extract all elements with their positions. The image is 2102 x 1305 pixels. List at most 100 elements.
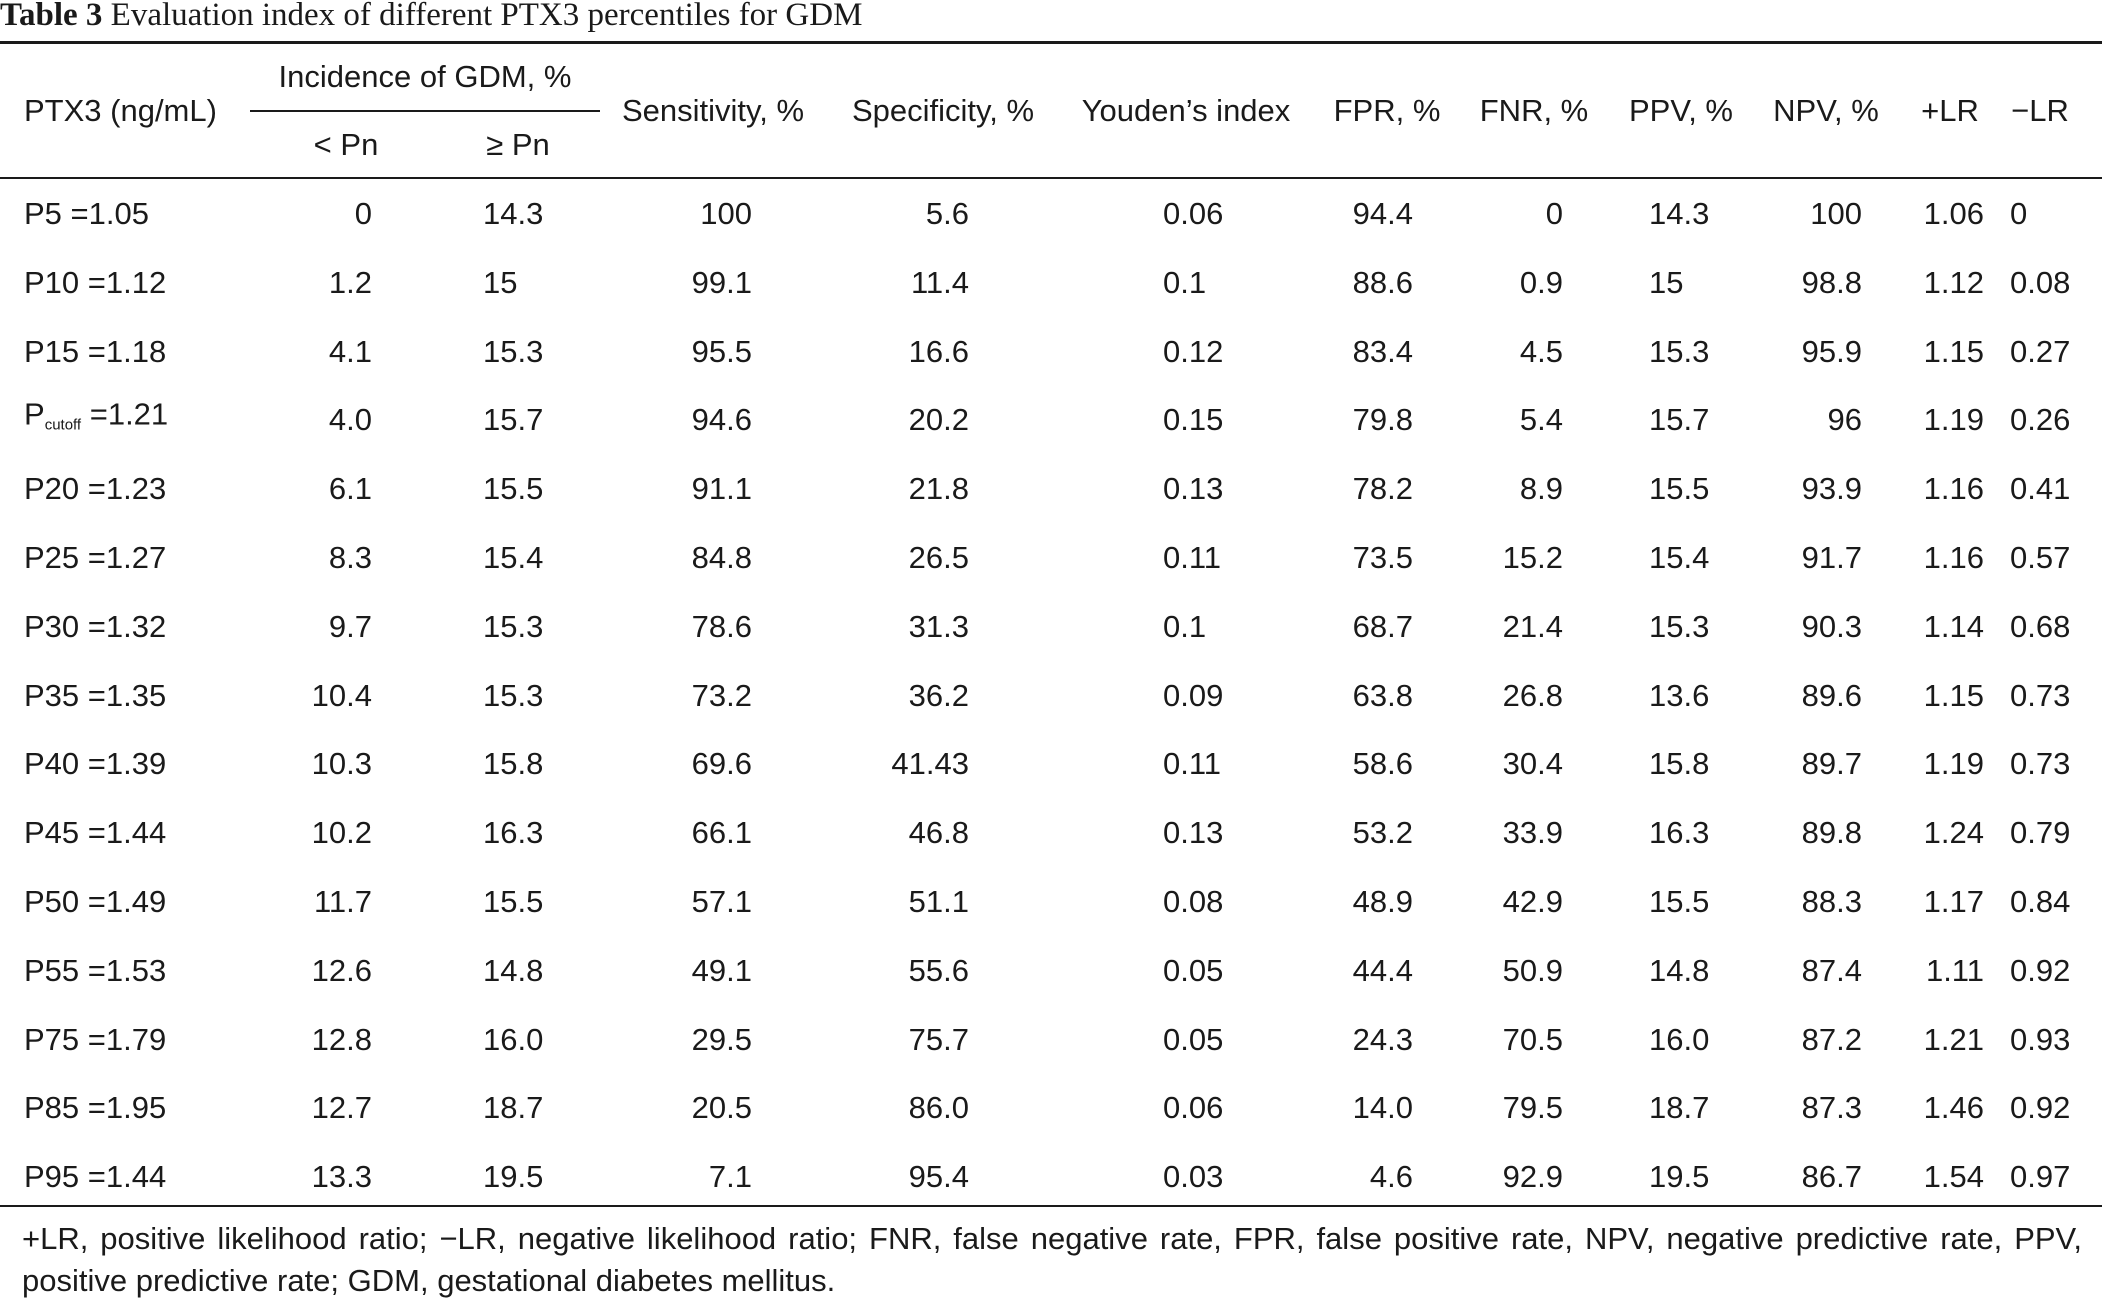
header-lt-pn: < Pn	[313, 127, 379, 162]
percentile-label: P5	[24, 196, 62, 231]
header-ge-pn: ≥ Pn	[486, 127, 550, 162]
cell-nlr: 0.93	[2010, 1021, 2071, 1057]
cell-percentile: P35 =1.35	[24, 678, 166, 714]
table-title: Evaluation index of different PTX3 perce…	[110, 0, 863, 33]
cell-incidence-lt-pn: 4.0	[328, 402, 372, 438]
header-nlr: −LR	[2011, 93, 2069, 128]
cell-incidence-ge-pn: 15.3	[483, 333, 544, 369]
cell-fnr: 0.9	[1519, 264, 1563, 300]
cell-sensitivity: 78.6	[691, 608, 752, 644]
cell-plr: 1.19	[1923, 402, 1984, 438]
cell-incidence-ge-pn: 18.7	[483, 1090, 544, 1126]
cell-youden-index: 0.06	[1163, 196, 1224, 231]
cell-nlr: 0.97	[2010, 1159, 2071, 1195]
cell-percentile: P40 =1.39	[24, 746, 166, 782]
percentile-value: =1.44	[79, 815, 167, 851]
cell-ppv: 15.5	[1649, 471, 1710, 507]
cell-percentile: Pcutoff =1.21	[24, 397, 168, 444]
percentile-value: =1.05	[61, 196, 149, 231]
percentile-value: =1.21	[81, 396, 169, 432]
percentile-value: =1.49	[79, 884, 167, 919]
percentile-value: =1.27	[79, 540, 167, 575]
cell-ppv: 14.8	[1649, 952, 1710, 988]
cell-incidence-ge-pn: 15.7	[483, 402, 544, 438]
cell-fpr: 78.2	[1352, 471, 1413, 507]
cell-incidence-lt-pn: 10.4	[311, 677, 372, 713]
cell-fpr: 4.6	[1369, 1159, 1413, 1195]
cell-incidence-lt-pn: 11.7	[313, 884, 372, 919]
header-sensitivity: Sensitivity, %	[621, 93, 805, 128]
header-incidence: Incidence of GDM, %	[278, 59, 572, 94]
cell-nlr: 0.73	[2010, 677, 2071, 713]
cell-nlr: 0.08	[2010, 264, 2071, 300]
percentile-label: P50	[24, 884, 80, 919]
cell-sensitivity: 84.8	[691, 540, 752, 575]
cell-ppv: 16.0	[1649, 1021, 1710, 1057]
cell-sensitivity: 91.1	[691, 471, 752, 507]
percentile-label: P20	[24, 471, 80, 507]
cell-plr: 1.15	[1923, 677, 1984, 713]
cell-specificity: 75.7	[908, 1021, 969, 1057]
cell-specificity: 95.4	[908, 1159, 969, 1195]
cell-specificity: 20.2	[908, 402, 969, 438]
cell-plr: 1.14	[1923, 608, 1984, 644]
cell-npv: 98.8	[1801, 264, 1862, 300]
percentile-label: P35	[24, 677, 80, 713]
cell-incidence-ge-pn: 15.8	[483, 746, 544, 782]
cell-fpr: 94.4	[1352, 196, 1413, 231]
cell-youden-index: 0.13	[1163, 815, 1224, 851]
cell-ppv: 15.5	[1649, 884, 1710, 919]
cell-nlr: 0.57	[2010, 540, 2071, 575]
header-ppv: PPV, %	[1629, 93, 1733, 128]
cell-plr: 1.24	[1923, 815, 1984, 851]
cell-fpr: 24.3	[1352, 1021, 1413, 1057]
cell-incidence-ge-pn: 15.3	[483, 608, 544, 644]
cell-sensitivity: 20.5	[691, 1090, 752, 1126]
cell-incidence-ge-pn: 16.3	[483, 815, 544, 851]
percentile-label: P25	[24, 540, 80, 575]
cell-nlr: 0.92	[2010, 952, 2071, 988]
cell-youden-index: 0.12	[1163, 333, 1224, 369]
percentile-label: P85	[24, 1090, 80, 1126]
cell-youden-index: 0.09	[1163, 677, 1224, 713]
cell-specificity: 16.6	[908, 333, 969, 369]
cell-incidence-lt-pn: 4.1	[328, 333, 372, 369]
cell-ppv: 19.5	[1649, 1159, 1710, 1195]
percentile-value: =1.53	[79, 952, 167, 988]
cell-fnr: 26.8	[1502, 677, 1563, 713]
cell-npv: 93.9	[1801, 471, 1862, 507]
cell-nlr: 0	[2010, 196, 2028, 231]
cell-incidence-ge-pn: 15.3	[483, 677, 544, 713]
cell-specificity: 55.6	[908, 952, 969, 988]
cell-plr: 1.19	[1923, 746, 1984, 782]
cell-sensitivity: 100	[700, 196, 752, 231]
cell-specificity: 11.4	[910, 264, 969, 300]
cell-fpr: 44.4	[1352, 952, 1413, 988]
cell-fnr: 4.5	[1519, 333, 1563, 369]
cell-npv: 89.8	[1801, 815, 1862, 851]
cell-incidence-lt-pn: 9.7	[328, 608, 372, 644]
cell-youden-index: 0.05	[1163, 952, 1224, 988]
cell-fnr: 15.2	[1502, 540, 1563, 575]
cell-fnr: 42.9	[1502, 884, 1563, 919]
cell-incidence-ge-pn: 15	[483, 264, 518, 300]
cell-fpr: 53.2	[1352, 815, 1413, 851]
percentile-label: P40	[24, 746, 80, 782]
cell-youden-index: 0.05	[1163, 1021, 1224, 1057]
percentile-value: =1.32	[79, 608, 167, 644]
cell-specificity: 51.1	[908, 884, 969, 919]
cell-incidence-ge-pn: 16.0	[483, 1021, 544, 1057]
cell-specificity: 41.43	[891, 746, 969, 782]
percentile-label: P45	[24, 815, 80, 851]
percentile-value: =1.44	[79, 1159, 167, 1195]
cell-fpr: 88.6	[1352, 264, 1413, 300]
cell-incidence-ge-pn: 15.5	[483, 884, 544, 919]
cell-fnr: 0	[1545, 196, 1563, 231]
cell-sensitivity: 49.1	[691, 952, 752, 988]
cell-incidence-lt-pn: 6.1	[328, 471, 372, 507]
cell-npv: 90.3	[1801, 608, 1862, 644]
cell-incidence-lt-pn: 1.2	[328, 264, 372, 300]
cell-percentile: P10 =1.12	[24, 265, 166, 301]
cell-fnr: 5.4	[1519, 402, 1563, 438]
cell-youden-index: 0.11	[1163, 540, 1222, 575]
